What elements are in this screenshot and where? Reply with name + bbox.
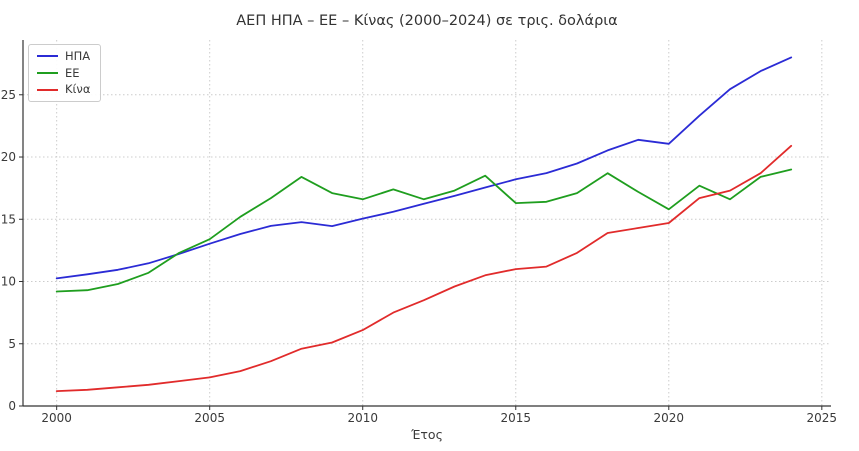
eu-line-swatch xyxy=(37,71,58,74)
legend-label-china: Κίνα xyxy=(65,82,91,97)
y-tick-label-20: 20 xyxy=(1,150,16,164)
legend: ΗΠΑ ΕΕ Κίνα xyxy=(28,44,102,102)
line-china xyxy=(55,144,793,393)
x-tick-label-2000: 2000 xyxy=(41,411,72,425)
y-tick-label-10: 10 xyxy=(1,275,16,289)
legend-item-usa: ΗΠΑ xyxy=(37,50,90,63)
x-axis-label: Έτος xyxy=(410,427,443,442)
usa-line-swatch xyxy=(37,55,58,58)
china-line-swatch xyxy=(37,88,58,91)
y-tick-label-5: 5 xyxy=(8,337,16,351)
legend-item-eu: ΕΕ xyxy=(37,65,90,80)
legend-item-china: Κίνα xyxy=(37,83,90,96)
line-eu xyxy=(55,168,793,293)
legend-label-eu: ΕΕ xyxy=(65,65,80,80)
y-tick-label-25: 25 xyxy=(1,88,16,102)
x-tick-label-2020: 2020 xyxy=(654,411,685,425)
y-tick-label-0: 0 xyxy=(8,399,16,413)
x-tick-label-2010: 2010 xyxy=(347,411,378,425)
x-tick-label-2015: 2015 xyxy=(500,411,531,425)
line-usa xyxy=(55,56,793,280)
y-tick-label-15: 15 xyxy=(1,212,16,226)
x-tick-label-2005: 2005 xyxy=(194,411,225,425)
x-tick-label-2025: 2025 xyxy=(807,411,838,425)
legend-label-usa: ΗΠΑ xyxy=(65,49,91,63)
chart-title: ΑΕΠ ΗΠΑ – ΕΕ – Κίνας (2000–2024) σε τρις… xyxy=(236,13,618,29)
